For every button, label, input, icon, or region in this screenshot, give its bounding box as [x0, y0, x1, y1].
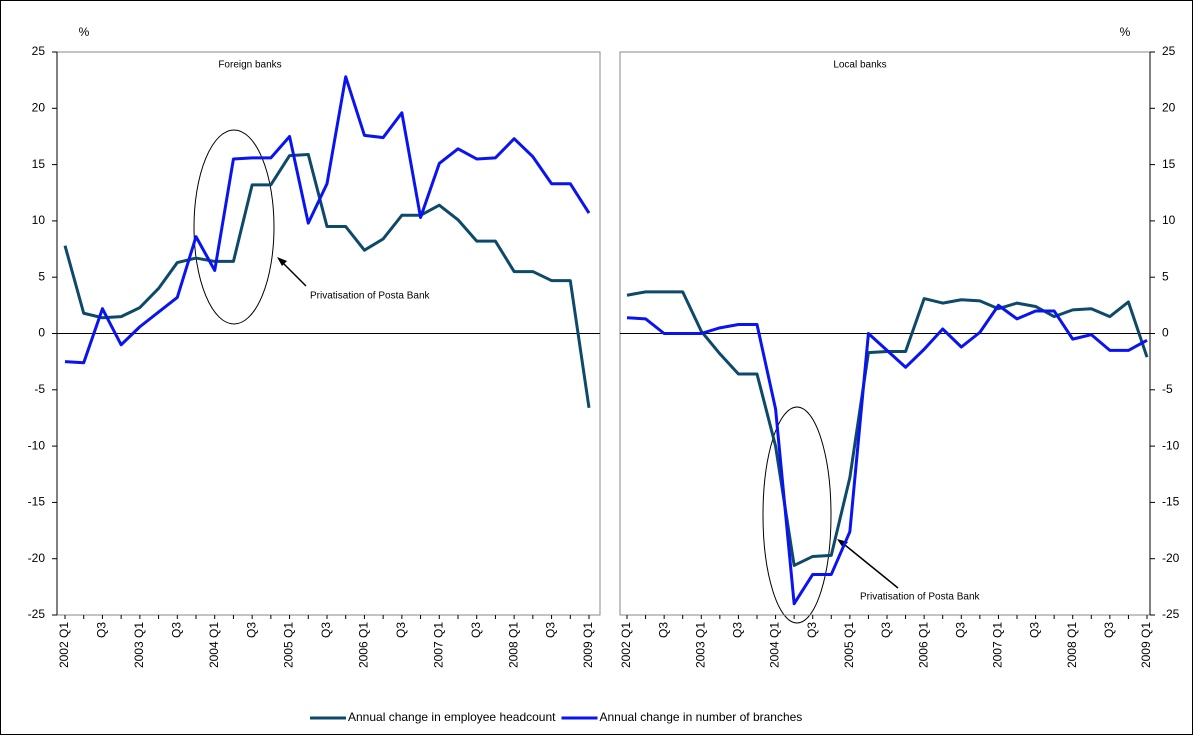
- x-tick-label: 2008 Q1: [506, 622, 520, 668]
- x-tick-label: 2005 Q1: [282, 622, 296, 668]
- y-tick-label: -15: [1162, 495, 1180, 509]
- x-tick-label: 2009 Q1: [1139, 622, 1153, 668]
- y-tick-label: -25: [1162, 607, 1180, 621]
- x-tick-label: Q3: [544, 622, 558, 638]
- x-tick-label: Q3: [244, 622, 258, 638]
- y-tick-label: 25: [32, 44, 46, 58]
- annotation-arrowhead: [277, 257, 287, 266]
- y-axis-label: %: [1120, 25, 1131, 39]
- y-tick-label: 15: [1162, 157, 1176, 171]
- x-tick-label: Q3: [394, 622, 408, 638]
- y-tick-label: 20: [1162, 100, 1176, 114]
- y-tick-label: 25: [1162, 44, 1176, 58]
- x-tick-label: 2009 Q1: [581, 622, 595, 668]
- x-tick-label: 2006 Q1: [357, 622, 371, 668]
- panel-title: Foreign banks: [218, 60, 281, 71]
- x-tick-label: Q3: [319, 622, 333, 638]
- x-tick-label: 2002 Q1: [619, 622, 633, 668]
- x-tick-label: 2002 Q1: [57, 622, 71, 668]
- x-tick-label: Q3: [469, 622, 483, 638]
- y-tick-label: 0: [1162, 326, 1169, 340]
- y-tick-label: 10: [1162, 213, 1176, 227]
- x-tick-label: Q3: [656, 622, 670, 638]
- y-tick-label: -10: [1162, 438, 1180, 452]
- y-tick-label: -5: [1162, 382, 1173, 396]
- x-tick-label: Q3: [731, 622, 745, 638]
- y-tick-label: -15: [28, 495, 46, 509]
- legend-label: Annual change in employee headcount: [348, 710, 556, 724]
- x-tick-label: Q3: [879, 622, 893, 638]
- y-tick-label: 10: [32, 213, 46, 227]
- y-axis-label: %: [79, 25, 90, 39]
- x-tick-label: Q3: [1102, 622, 1116, 638]
- x-tick-label: Q3: [953, 622, 967, 638]
- y-tick-label: 20: [32, 100, 46, 114]
- y-tick-label: 0: [38, 326, 45, 340]
- annotation-ellipse: [193, 129, 275, 325]
- legend-label: Annual change in number of branches: [600, 710, 803, 724]
- line-series: [626, 303, 1148, 606]
- x-tick-label: 2008 Q1: [1065, 622, 1079, 668]
- y-tick-label: -10: [28, 438, 46, 452]
- y-tick-label: -5: [34, 382, 45, 396]
- annotation-text: Privatisation of Posta Bank: [310, 291, 431, 302]
- y-tick-label: 5: [38, 269, 45, 283]
- x-tick-label: Q3: [805, 622, 819, 638]
- y-tick-label: -20: [28, 551, 46, 565]
- line-series: [63, 152, 591, 409]
- x-tick-label: 2003 Q1: [132, 622, 146, 668]
- y-tick-label: 15: [32, 157, 46, 171]
- y-tick-label: 5: [1162, 269, 1169, 283]
- x-tick-label: Q3: [169, 622, 183, 638]
- x-tick-label: 2005 Q1: [842, 622, 856, 668]
- y-tick-label: -20: [1162, 551, 1180, 565]
- line-series: [64, 75, 591, 365]
- annotation-arrow: [839, 540, 899, 589]
- y-tick-label: -25: [28, 607, 46, 621]
- annotation-ellipse: [762, 406, 832, 624]
- x-tick-label: 2007 Q1: [431, 622, 445, 668]
- x-tick-label: Q3: [1028, 622, 1042, 638]
- x-tick-label: 2007 Q1: [991, 622, 1005, 668]
- x-tick-label: 2003 Q1: [693, 622, 707, 668]
- annotation-text: Privatisation of Posta Bank: [860, 592, 981, 603]
- panel-title: Local banks: [833, 60, 886, 71]
- x-tick-label: Q3: [95, 622, 109, 638]
- x-tick-label: 2006 Q1: [916, 622, 930, 668]
- x-tick-label: 2004 Q1: [768, 622, 782, 668]
- x-tick-label: 2004 Q1: [207, 622, 221, 668]
